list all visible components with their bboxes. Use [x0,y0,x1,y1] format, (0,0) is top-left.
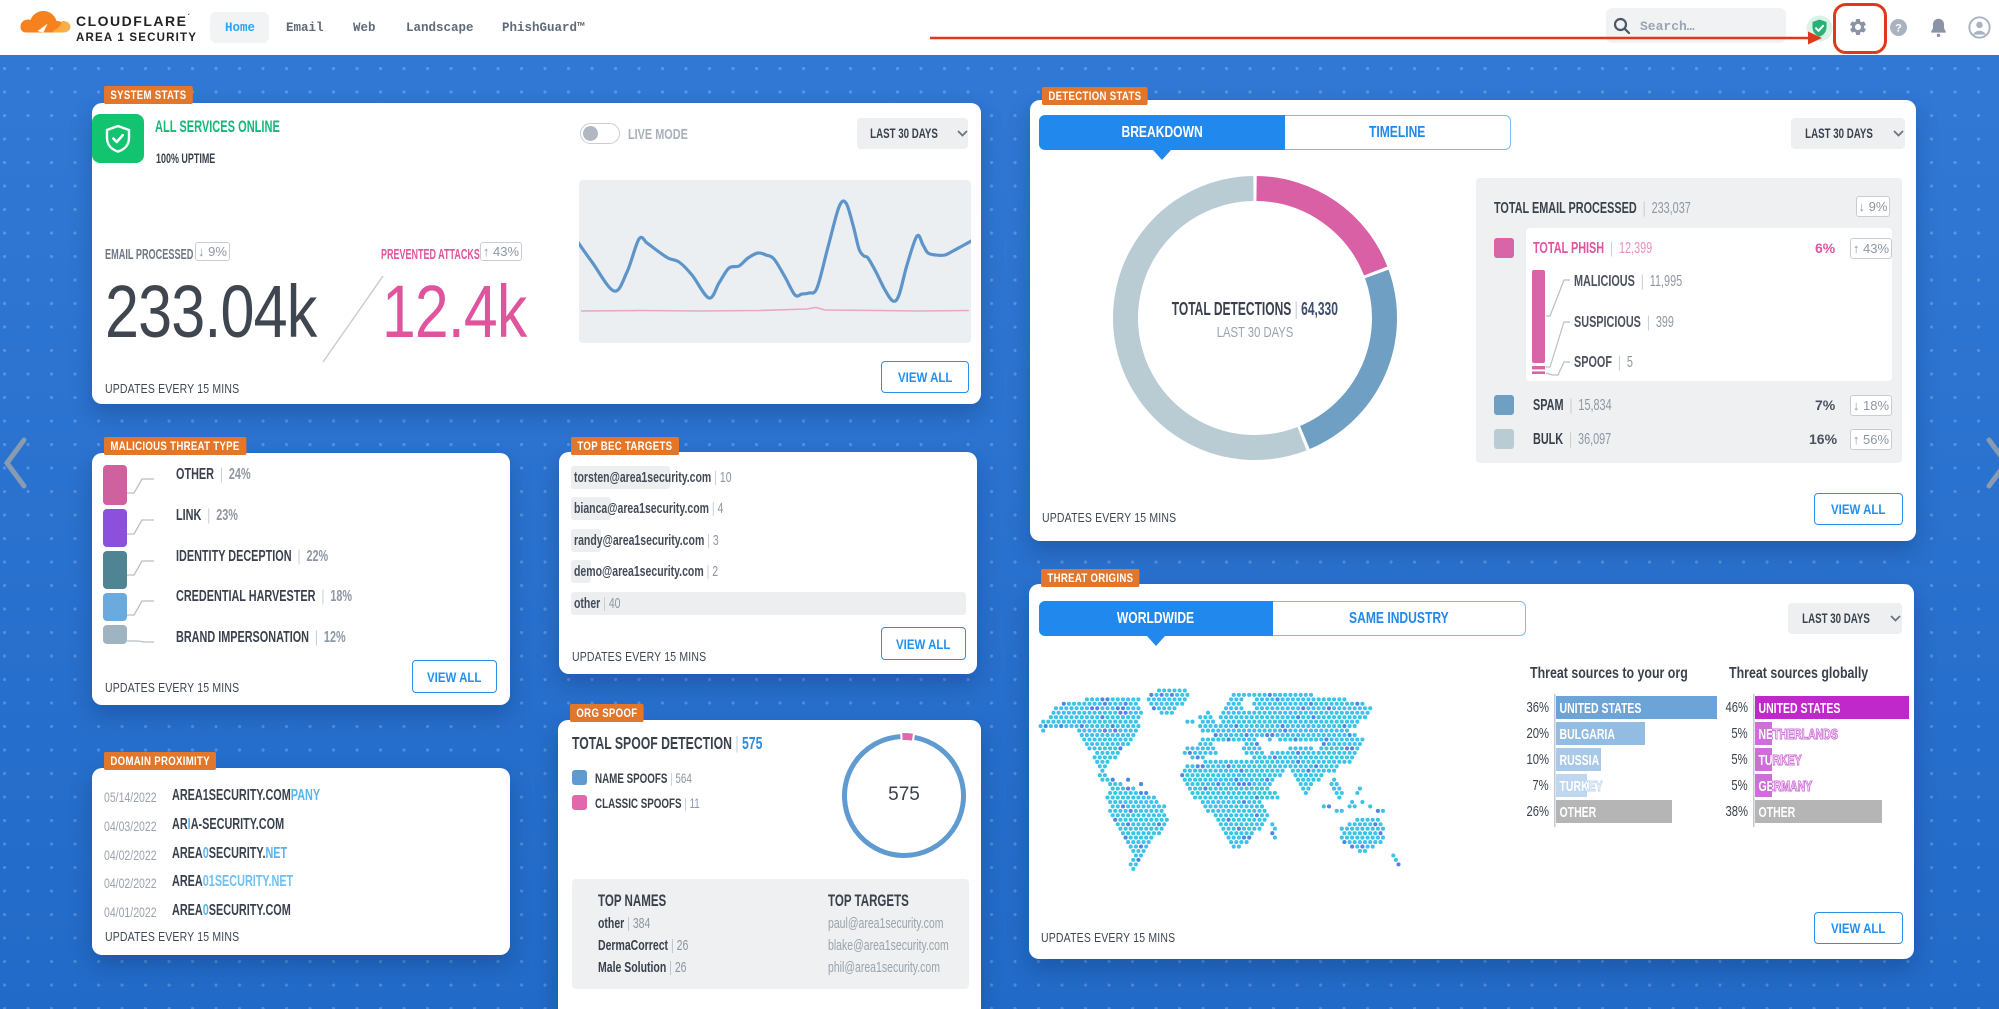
svg-text:?: ? [1895,23,1902,35]
